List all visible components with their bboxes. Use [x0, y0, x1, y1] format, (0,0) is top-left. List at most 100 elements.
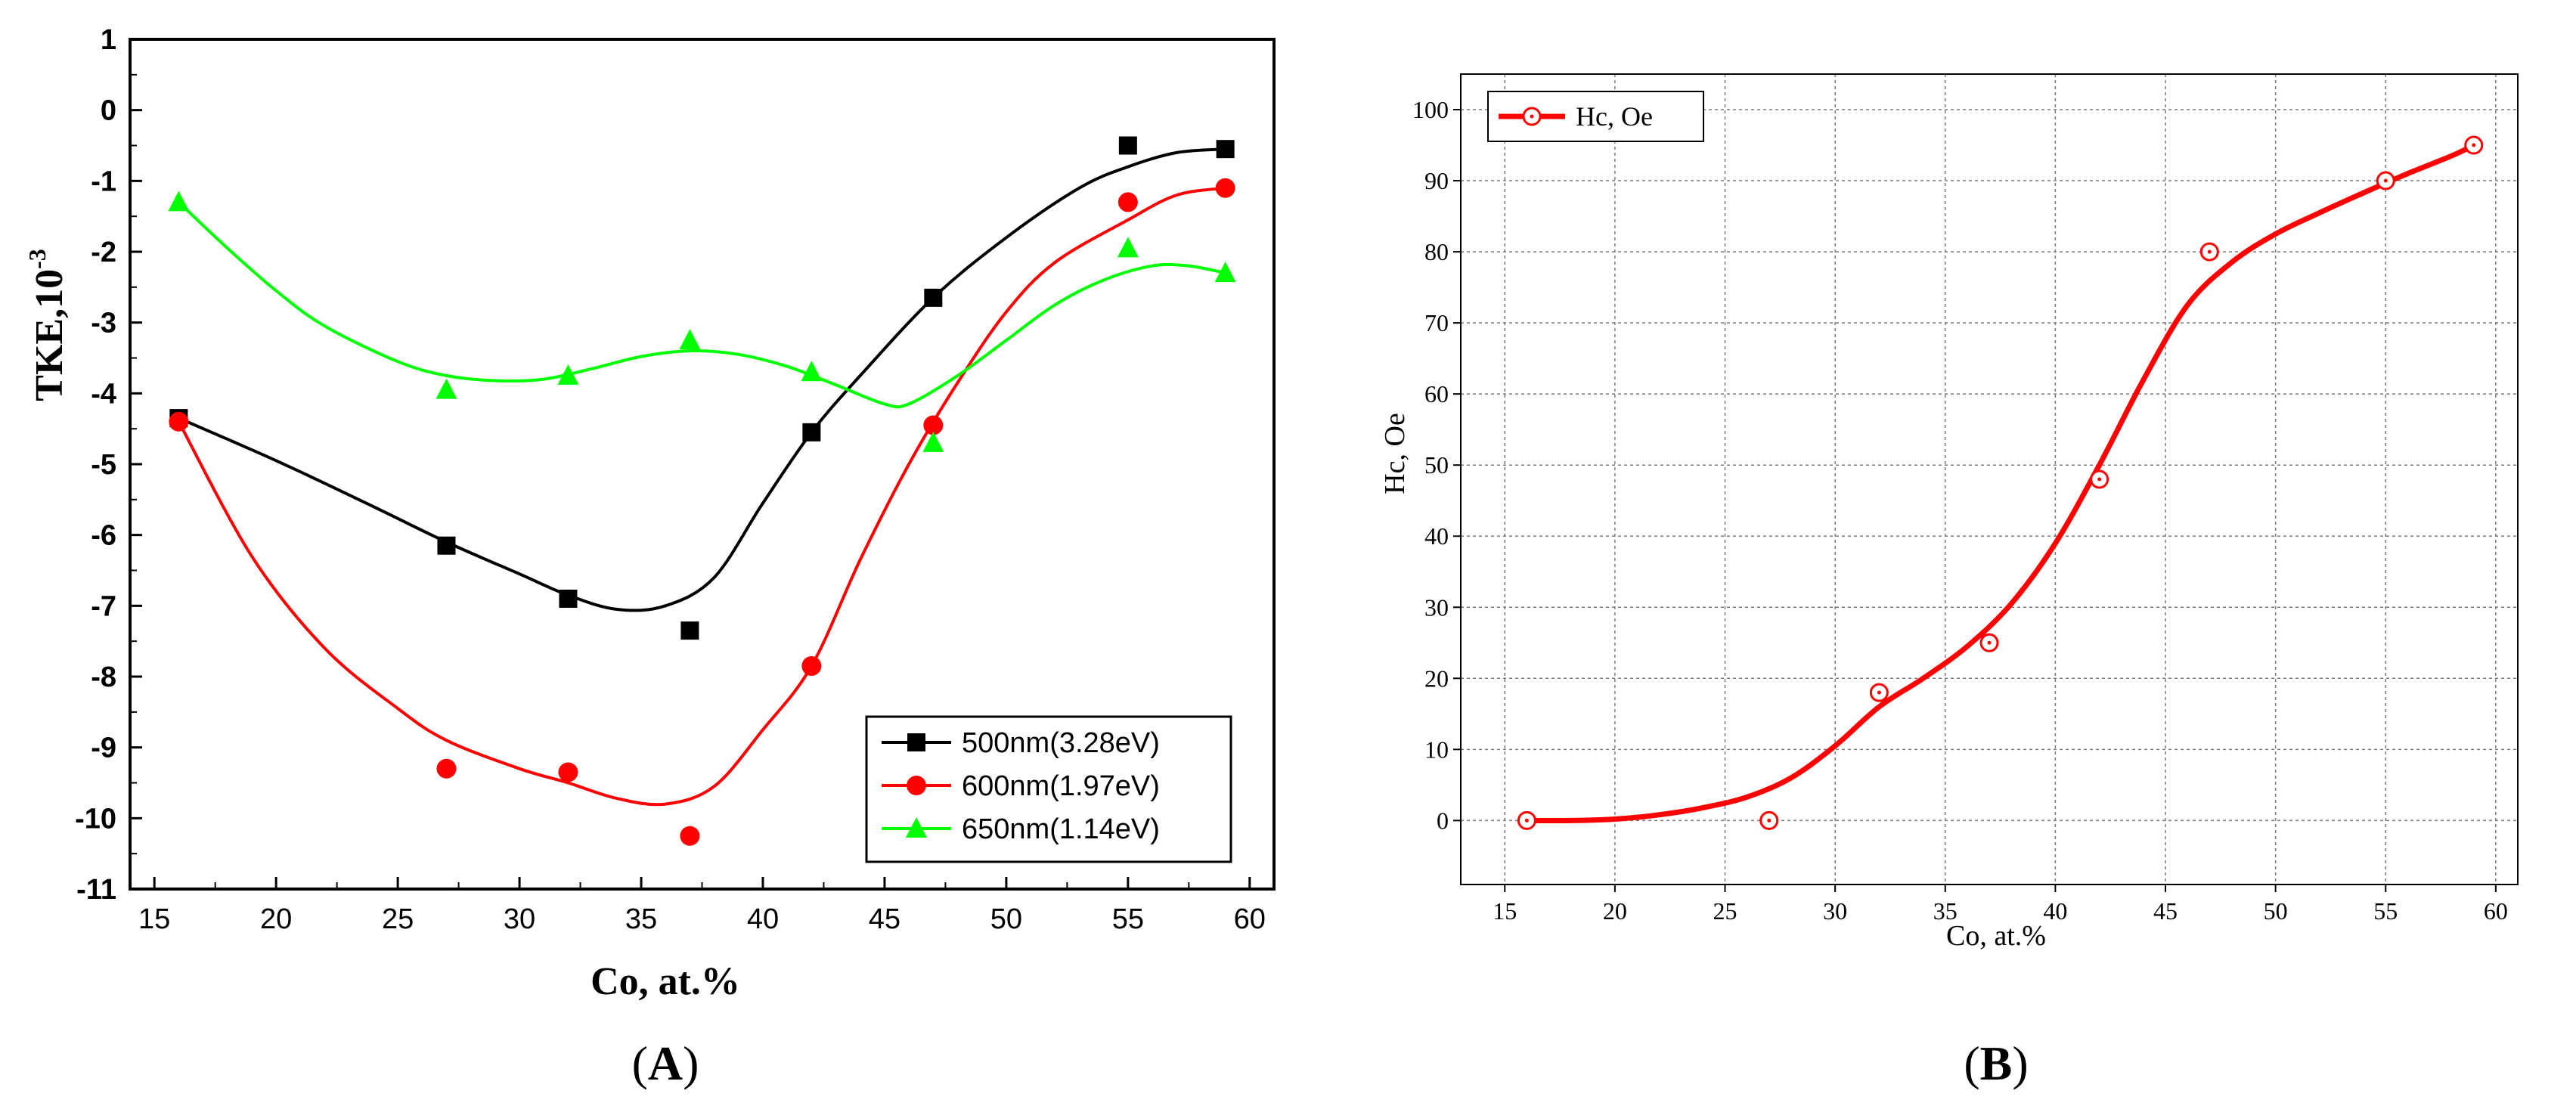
chart-a-series-1-point: [924, 288, 943, 307]
chart-b-y-tick-label: 30: [1424, 593, 1449, 621]
chart-a-y-tick-label: -2: [91, 237, 116, 268]
chart-a-y-tick-label: -11: [76, 874, 116, 906]
chart-b-series-point: [2464, 135, 2484, 155]
chart-b-y-tick-label: 10: [1424, 736, 1449, 763]
chart-b-series-point: [1979, 633, 1999, 652]
chart-b-legend: Hc, Oe: [1487, 91, 1704, 142]
chart-b-y-tick-label: 50: [1424, 451, 1449, 479]
chart-b-series-line: [1527, 142, 2475, 824]
chart-a-legend-label: 500nm(3.28eV): [962, 727, 1160, 759]
chart-b-y-tick-label: 20: [1424, 665, 1449, 692]
chart-a-panel-label: (A): [632, 1036, 699, 1090]
chart-a-series-2-point: [1118, 192, 1138, 212]
chart-a-series-3-point: [168, 191, 190, 212]
chart-b-x-tick-label: 20: [1603, 897, 1627, 925]
chart-a-series-3-point: [679, 329, 701, 350]
chart-b-x-tick-label: 45: [2153, 897, 2178, 925]
chart-a-series-1-point: [437, 536, 456, 555]
chart-a-y-tick-label: 1: [101, 24, 116, 56]
chart-b-x-tick-label: 55: [2373, 897, 2398, 925]
chart-a-series-1-point: [1216, 140, 1235, 159]
chart-a-series-3-point: [436, 378, 457, 399]
chart-b-x-tick-label: 40: [2043, 897, 2067, 925]
chart-a-y-tick-label: -3: [91, 308, 116, 339]
chart-b-series-point: [2090, 469, 2109, 489]
chart-a-x-axis-label: Co, at.%: [591, 960, 740, 1003]
chart-b-legend-label: Hc, Oe: [1576, 101, 1653, 132]
chart-a-series-3-point: [1117, 237, 1139, 258]
chart-a-x-tick-label: 55: [1112, 903, 1144, 935]
chart-a-series-2-point: [680, 826, 700, 846]
chart-a-x-tick-label: 60: [1234, 903, 1266, 935]
chart-a-y-tick-label: -10: [75, 803, 116, 835]
chart-a-series-2-point: [169, 411, 189, 432]
chart-a-y-tick-label: 0: [101, 95, 116, 127]
chart-b-series-point: [1759, 810, 1779, 830]
chart-a-x-tick-label: 30: [504, 903, 535, 935]
chart-a-series-line-3: [178, 200, 1226, 409]
chart-a-y-tick-label: -5: [91, 449, 116, 481]
chart-b-series-point: [1517, 810, 1536, 830]
chart-a-series-line-2: [177, 186, 1226, 807]
chart-b-y-tick-label: 70: [1424, 309, 1449, 336]
chart-b-y-tick-label: 100: [1412, 96, 1449, 123]
chart-a-y-tick-label: -6: [91, 520, 116, 552]
chart-a-legend-marker: [906, 817, 927, 838]
chart-a-series-2-point: [923, 415, 944, 435]
chart-b-x-tick-label: 50: [2264, 897, 2288, 925]
chart-b-y-tick-label: 60: [1424, 380, 1449, 407]
chart-a-y-axis-label-exponent: -3: [23, 249, 51, 269]
chart-a-series-2-point: [801, 655, 822, 676]
chart-b-panel-letter: B: [1980, 1036, 2013, 1090]
chart-a-x-tick-label: 25: [382, 903, 414, 935]
chart-b-x-tick-label: 60: [2484, 897, 2508, 925]
chart-b-x-tick-label: 15: [1493, 897, 1517, 925]
chart-a-x-tick-label: 40: [747, 903, 779, 935]
chart-a-y-tick-label: -9: [91, 733, 116, 764]
chart-b-y-tick-label: 80: [1424, 238, 1449, 265]
chart-a-series-3-point: [1214, 262, 1236, 283]
chart-a-series-2-point: [558, 762, 578, 782]
chart-b-x-axis-label: Co, at.%: [1946, 920, 2046, 952]
chart-a-y-tick-label: -1: [91, 166, 116, 197]
chart-a-legend-marker: [907, 776, 926, 795]
chart-a-series-1-point: [559, 589, 578, 608]
chart-a-y-tick-label: -8: [91, 661, 116, 693]
chart-a-y-tick-label: -7: [91, 590, 116, 622]
chart-a-x-tick-label: 15: [138, 903, 170, 935]
chart-b-x-tick-label: 25: [1713, 897, 1737, 925]
chart-a-series-1-point: [680, 621, 699, 640]
chart-b-series-point: [2199, 242, 2219, 262]
chart-b-y-tick-label: 0: [1437, 807, 1449, 834]
chart-b-y-tick-label: 40: [1424, 522, 1449, 550]
chart-a-x-tick-label: 50: [990, 903, 1022, 935]
chart-a-y-tick-label: -4: [91, 378, 116, 410]
chart-a-series-2-point: [1215, 178, 1235, 198]
chart-a-series-3-point: [557, 364, 579, 385]
chart-b-x-tick-label: 30: [1823, 897, 1847, 925]
chart-b: 0 10 20 30 40 50 60 70 80 90 100 15 20 25 30 35 40 45 50 5…: [1379, 73, 2519, 1090]
chart-a-series-line-1: [178, 147, 1226, 612]
chart-a-x-tick-label: 20: [260, 903, 292, 935]
chart-a-y-axis-label: TKE,10-3: [23, 249, 71, 401]
chart-a-legend: 500nm(3.28eV) 600nm(1.97eV) 650nm(1.14eV): [865, 715, 1232, 863]
chart-b-legend-marker: [1522, 107, 1542, 126]
chart-b-series-point: [2376, 171, 2395, 191]
chart-a-legend-marker: [907, 733, 925, 751]
chart-b-series-point: [1869, 683, 1889, 702]
chart-a: 1 0 -1 -2 -3 -4 -5 -6 -7 -8 -9 -10 -11 15 20 25 30 35 40 4…: [23, 24, 1276, 1090]
chart-a-series-3-point: [801, 361, 823, 382]
chart-a-y-axis-label-base: TKE,10: [28, 269, 71, 401]
chart-b-y-tick-label: 90: [1424, 167, 1449, 194]
chart-a-legend-label: 600nm(1.97eV): [962, 770, 1160, 802]
chart-a-x-tick-label: 45: [869, 903, 901, 935]
chart-b-x-tick-label: 35: [1933, 897, 1958, 925]
chart-b-y-axis-label: Hc, Oe: [1379, 413, 1411, 494]
chart-a-series-3-point: [922, 431, 944, 452]
chart-b-plot-frame: [1460, 73, 2519, 885]
chart-a-legend-label: 650nm(1.14eV): [962, 813, 1160, 845]
chart-a-x-tick-label: 35: [625, 903, 657, 935]
chart-a-series-2-point: [436, 758, 457, 779]
chart-a-series-1-point: [802, 423, 821, 441]
